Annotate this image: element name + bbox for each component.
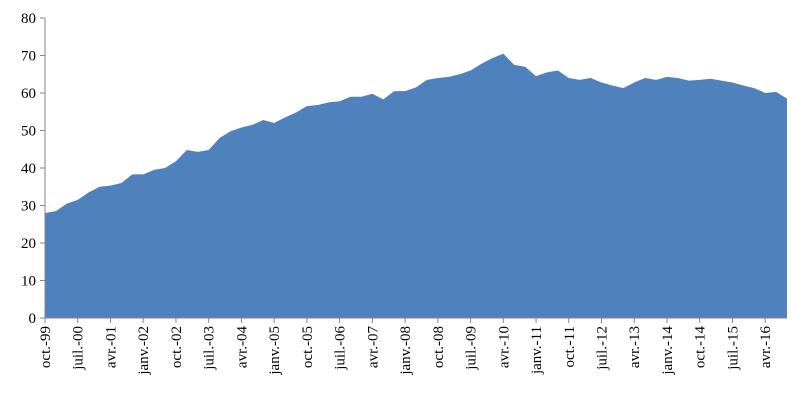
y-tick-label: 10 xyxy=(21,274,36,290)
x-tick-label: avr.-16 xyxy=(758,326,774,369)
x-tick-label: avr.-07 xyxy=(365,326,381,369)
x-tick-label: janv.-08 xyxy=(398,326,414,376)
x-tick-label: avr.-04 xyxy=(234,326,250,369)
x-tick-label: oct.-05 xyxy=(300,326,316,368)
x-tick-label: oct.-08 xyxy=(431,326,447,368)
x-tick-label: oct.-02 xyxy=(169,326,185,368)
x-tick-label: oct.-11 xyxy=(562,326,578,368)
x-tick-label: janv.-02 xyxy=(136,326,152,376)
x-tick-label: janv.-05 xyxy=(267,326,283,376)
x-tick-label: juil.-15 xyxy=(725,326,741,371)
x-tick-label: juil.-06 xyxy=(333,326,349,371)
x-tick-label: avr.-10 xyxy=(496,326,512,368)
x-tick-label: juil.-09 xyxy=(464,326,480,371)
y-tick-label: 30 xyxy=(21,199,36,215)
y-tick-label: 0 xyxy=(29,311,37,327)
y-tick-label: 20 xyxy=(21,236,36,252)
x-tick-label: avr.-01 xyxy=(103,326,119,368)
x-tick-label: juil.-03 xyxy=(202,326,218,371)
y-tick-label: 80 xyxy=(21,11,36,27)
y-tick-label: 60 xyxy=(21,86,36,102)
y-tick-label: 70 xyxy=(21,49,36,65)
x-tick-label: janv.-14 xyxy=(660,326,676,376)
y-tick-label: 40 xyxy=(21,161,36,177)
x-tick-label: oct.-14 xyxy=(693,326,709,369)
area xyxy=(45,53,787,318)
y-tick-label: 50 xyxy=(21,124,36,140)
x-tick-label: janv.-11 xyxy=(529,326,545,375)
x-tick-label: oct.-99 xyxy=(38,326,54,368)
x-tick-label: juil.-12 xyxy=(595,326,611,371)
x-tick-label: juil.-00 xyxy=(71,326,87,371)
x-tick-label: avr.-13 xyxy=(627,326,643,368)
